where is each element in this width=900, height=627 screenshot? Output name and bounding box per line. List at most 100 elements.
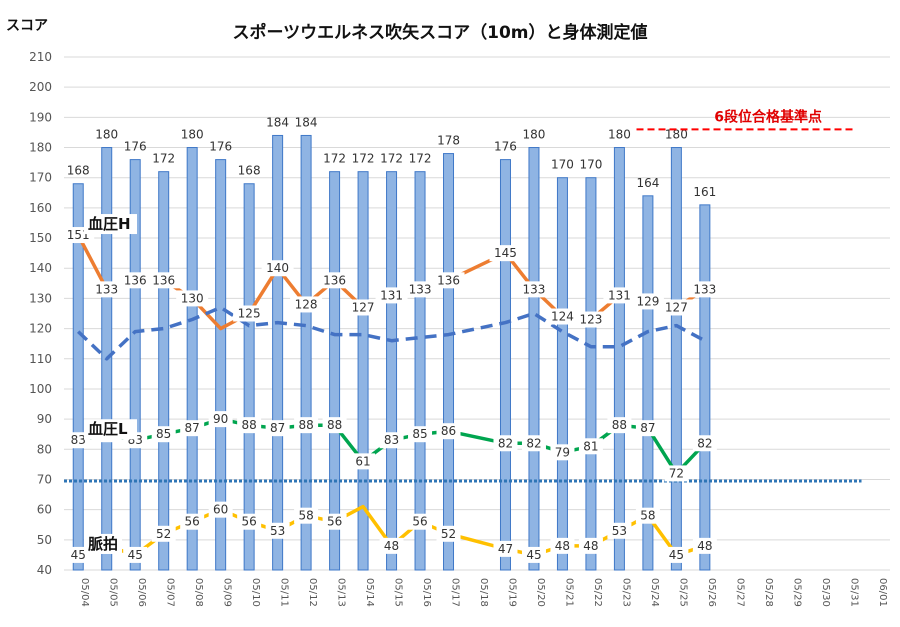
data-label-血圧L: 88 xyxy=(298,418,313,432)
data-label-background xyxy=(517,281,550,298)
data-label-background xyxy=(574,311,607,328)
series-line-脈拍 xyxy=(77,504,706,557)
data-label-血圧L: 88 xyxy=(241,418,256,432)
score-bar-label: 164 xyxy=(636,176,659,190)
score-bar xyxy=(699,204,711,571)
data-label-background xyxy=(265,420,290,437)
y-tick-label: 160 xyxy=(29,201,52,215)
x-tick-label: 06/01 xyxy=(877,578,888,607)
data-label-血圧H: 136 xyxy=(124,273,147,287)
data-label-background xyxy=(660,299,693,316)
series-name-血圧H: 血圧H xyxy=(88,215,131,233)
data-label-血圧L: 88 xyxy=(327,418,342,432)
data-label-background xyxy=(347,299,380,316)
data-label-background xyxy=(436,423,461,440)
score-bar xyxy=(386,171,398,571)
gridlines xyxy=(64,56,890,571)
y-tick-label: 120 xyxy=(29,322,52,336)
x-tick-label: 05/11 xyxy=(279,578,290,607)
data-label-background xyxy=(550,444,575,461)
x-tick-label: 05/21 xyxy=(563,578,574,607)
data-label-脈拍: 58 xyxy=(298,509,313,523)
data-label-血圧L: 90 xyxy=(213,412,228,426)
score-bar-label: 168 xyxy=(67,164,90,178)
data-label-血圧L: 85 xyxy=(156,427,171,441)
data-label-脈拍: 53 xyxy=(612,524,627,538)
series-name-脈拍: 脈拍 xyxy=(88,535,118,553)
data-label-background xyxy=(208,411,233,428)
x-tick-label: 05/07 xyxy=(165,578,176,607)
data-label-血圧H: 131 xyxy=(608,288,631,302)
data-label-background xyxy=(351,453,376,470)
y-tick-label: 100 xyxy=(29,382,52,396)
data-label-血圧H: 145 xyxy=(494,246,517,260)
score-bar-label: 180 xyxy=(608,128,631,142)
x-tick-label: 05/19 xyxy=(506,578,517,607)
data-label-background xyxy=(208,501,233,518)
x-tick-label: 05/16 xyxy=(421,578,432,607)
data-label-血圧L: 88 xyxy=(612,418,627,432)
data-label-background xyxy=(261,260,294,277)
score-bar-label: 176 xyxy=(209,140,232,154)
data-label-血圧L: 87 xyxy=(270,421,285,435)
data-label-血圧H: 133 xyxy=(523,282,546,296)
data-label-血圧H: 133 xyxy=(409,282,432,296)
series-name-background xyxy=(84,214,137,235)
score-bar-label: 168 xyxy=(238,164,261,178)
data-label-background xyxy=(404,281,437,298)
data-label-脈拍: 47 xyxy=(498,542,513,556)
data-label-血圧L: 81 xyxy=(583,439,598,453)
data-label-脈拍: 56 xyxy=(241,515,256,529)
score-bar xyxy=(158,171,170,571)
x-tick-label: 05/28 xyxy=(763,578,774,607)
score-bar xyxy=(556,177,568,571)
data-label-background xyxy=(379,432,404,449)
data-label-脈拍: 60 xyxy=(213,503,228,517)
score-bar-label: 180 xyxy=(665,128,688,142)
score-bar-label: 178 xyxy=(437,134,460,148)
y-tick-label: 80 xyxy=(37,442,52,456)
data-label-background xyxy=(550,537,575,554)
data-label-脈拍: 56 xyxy=(327,515,342,529)
y-tick-label: 110 xyxy=(29,352,52,366)
x-tick-label: 05/20 xyxy=(535,578,546,607)
y-tick-label: 70 xyxy=(37,472,52,486)
data-label-background xyxy=(294,417,319,434)
x-tick-label: 05/18 xyxy=(478,578,489,607)
score-bar xyxy=(186,147,198,571)
data-label-血圧L: 85 xyxy=(412,427,427,441)
y-tick-label: 200 xyxy=(29,80,52,94)
series-line-series xyxy=(76,305,706,361)
data-label-background xyxy=(635,420,660,437)
y-tick-label: 210 xyxy=(29,50,52,64)
data-label-血圧L: 79 xyxy=(555,445,570,459)
score-bar xyxy=(528,147,540,571)
score-bar-label: 170 xyxy=(551,158,574,172)
x-axis-ticks: 05/04 05/05 05/06 05/07 05/08 05/09 05/10 05/11… xyxy=(79,578,888,607)
x-tick-label: 05/31 xyxy=(848,578,859,607)
x-tick-label: 05/27 xyxy=(734,578,745,607)
score-bar-label: 176 xyxy=(494,140,517,154)
reference-line-label: 6段位合格基準点 xyxy=(714,108,822,125)
score-bar xyxy=(72,183,84,571)
data-label-脈拍: 45 xyxy=(526,548,541,562)
x-tick-label: 05/17 xyxy=(450,578,461,607)
x-tick-label: 05/13 xyxy=(336,578,347,607)
data-label-脈拍: 48 xyxy=(697,539,712,553)
data-label-脈拍: 58 xyxy=(640,509,655,523)
series-name-血圧L: 血圧L xyxy=(88,420,128,438)
x-tick-label: 05/08 xyxy=(193,578,204,607)
score-bar xyxy=(670,147,682,571)
data-label-脈拍: 48 xyxy=(555,539,570,553)
data-label-background xyxy=(180,420,205,437)
score-bar-label: 172 xyxy=(152,152,175,166)
x-tick-label: 05/22 xyxy=(592,578,603,607)
score-bar-label: 176 xyxy=(124,140,147,154)
data-label-脈拍: 45 xyxy=(669,548,684,562)
x-tick-label: 05/09 xyxy=(222,578,233,607)
data-label-血圧H: 128 xyxy=(295,297,318,311)
data-label-血圧H: 123 xyxy=(579,313,602,327)
data-label-background xyxy=(578,537,603,554)
data-label-background xyxy=(692,537,717,554)
